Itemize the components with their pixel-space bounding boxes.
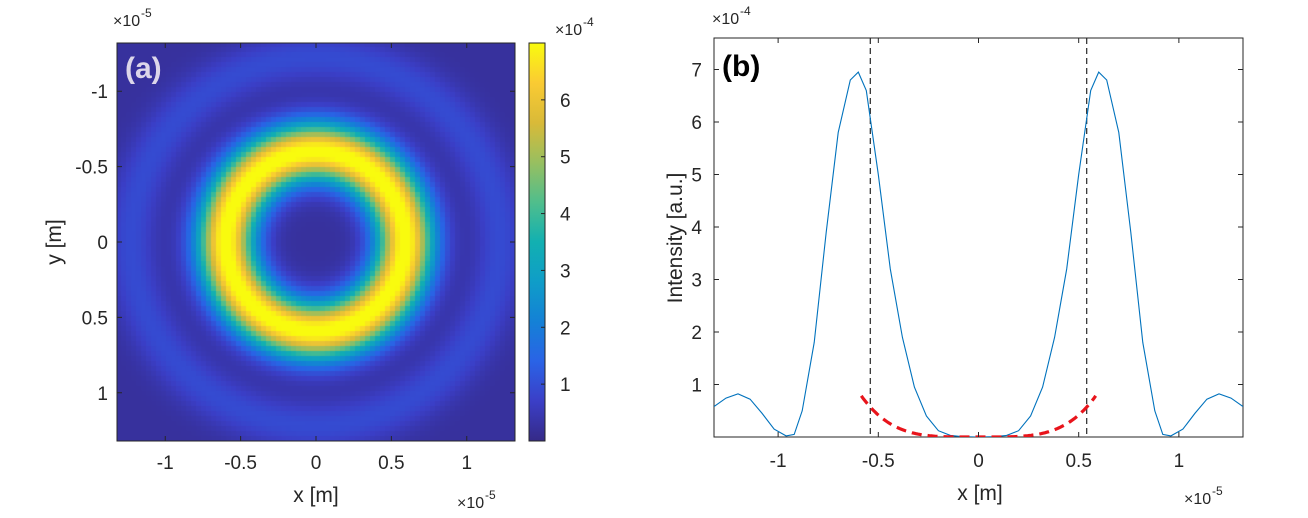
a-y-tick-label-3: 0.5 [82, 308, 108, 329]
a-y-tick-label-4: 1 [97, 384, 108, 405]
b-x-tick-label-3: 0.5 [1065, 451, 1091, 472]
b-y-tick-label-6: 7 [691, 61, 702, 82]
panel-b-line-chart: -1 -0.5 0 0.5 1 1 2 3 4 5 6 7 (b) x [m] Intensity … [664, 4, 1244, 508]
svg-text:-4: -4 [740, 4, 751, 18]
svg-text:×10: ×10 [457, 495, 484, 512]
series-fit-dashed-line [859, 394, 1098, 437]
svg-text:×10: ×10 [712, 11, 739, 28]
colorbar-tick-label-2: 3 [560, 261, 571, 282]
b-x-tick-label-0: -1 [770, 451, 787, 472]
panel-a-y-exponent: ×10 -5 [113, 6, 152, 30]
colorbar-tick-label-3: 4 [560, 205, 571, 226]
colorbar-gradient [528, 42, 546, 442]
a-x-tick-label-2: 0 [311, 453, 322, 474]
b-x-tick-label-1: -0.5 [862, 451, 895, 472]
svg-text:-5: -5 [485, 488, 496, 502]
a-y-tick-label-1: -0.5 [75, 158, 108, 179]
colorbar: 1 2 3 4 5 6 ×10 -4 [528, 15, 594, 442]
colorbar-ticks: 1 2 3 4 5 6 [541, 91, 571, 396]
heatmap-image [117, 43, 515, 441]
b-y-tick-label-4: 5 [691, 166, 702, 187]
series-intensity-profile-line [714, 71, 1243, 437]
panel-b-x-axis-label: x [m] [957, 482, 1003, 505]
a-x-tick-label-0: -1 [157, 453, 174, 474]
panel-b-axes-box [713, 37, 1244, 438]
svg-text:×10: ×10 [113, 13, 140, 30]
panel-b-x-ticks: -1 -0.5 0 0.5 1 [770, 38, 1184, 472]
panel-a-x-exponent: ×10 -5 [457, 488, 496, 512]
a-y-tick-label-2: 0 [97, 233, 108, 254]
b-y-tick-label-2: 3 [691, 271, 702, 292]
a-y-tick-label-0: -1 [91, 82, 108, 103]
b-y-tick-label-1: 2 [691, 323, 702, 344]
panel-b-x-exponent: ×10 -5 [1184, 484, 1223, 508]
panel-a-y-axis-label: y [m] [43, 219, 66, 265]
a-x-tick-label-1: -0.5 [224, 453, 257, 474]
colorbar-tick-label-0: 1 [560, 375, 571, 396]
panel-b-series [714, 71, 1243, 437]
panel-b-y-axis-label: Intensity [a.u.] [664, 173, 687, 304]
b-y-tick-label-0: 1 [691, 376, 702, 397]
colorbar-tick-label-5: 6 [560, 91, 571, 112]
panel-a-label: (a) [125, 52, 162, 85]
panel-b-y-ticks: 1 2 3 4 5 6 7 [691, 61, 1243, 397]
a-x-tick-label-3: 0.5 [378, 453, 404, 474]
panel-b-label: (b) [722, 50, 760, 83]
svg-text:-5: -5 [1212, 484, 1223, 498]
colorbar-tick-label-4: 5 [560, 148, 571, 169]
panel-b-vertical-lines [869, 38, 1088, 437]
svg-text:-4: -4 [583, 15, 594, 29]
panel-a-x-axis-label: x [m] [293, 484, 339, 507]
panel-a-x-ticks: -1 -0.5 0 0.5 1 [157, 43, 472, 474]
b-x-tick-label-2: 0 [973, 451, 984, 472]
panel-a-heatmap: -1 -0.5 0 0.5 1 -1-0.500.51 (a) x [m] y [m] … [43, 6, 516, 512]
b-y-tick-label-5: 6 [691, 113, 702, 134]
b-x-tick-label-4: 1 [1174, 451, 1185, 472]
panel-a-y-ticks: -1 -0.5 0 0.5 1 [75, 82, 515, 405]
svg-text:-5: -5 [141, 6, 152, 20]
a-x-tick-label-4: 1 [461, 453, 472, 474]
colorbar-exponent: ×10 -4 [555, 15, 594, 39]
panel-b-y-exponent: ×10 -4 [712, 4, 751, 28]
svg-text:×10: ×10 [555, 22, 582, 39]
b-y-tick-label-3: 4 [691, 218, 702, 239]
colorbar-tick-label-1: 2 [560, 318, 571, 339]
svg-text:×10: ×10 [1184, 491, 1211, 508]
